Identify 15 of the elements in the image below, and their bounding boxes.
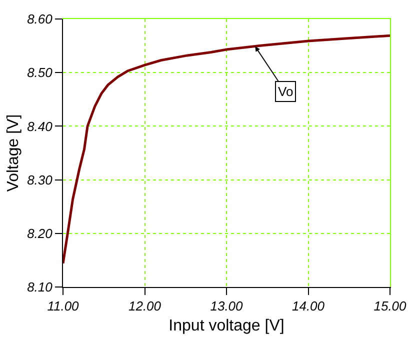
x-axis-title: Input voltage [V]: [168, 317, 284, 334]
x-tick-label: 12.00: [128, 298, 162, 314]
y-tick-label: 8.60: [27, 12, 54, 27]
y-tick-label: 8.40: [27, 118, 54, 134]
y-tick-label: 8.50: [27, 65, 54, 80]
y-tick-label: 8.30: [27, 172, 54, 188]
x-tick-label: 15.00: [374, 298, 408, 314]
line-series: [63, 34, 390, 265]
x-tick-label: 13.00: [210, 298, 244, 314]
x-tick-label: 11.00: [47, 298, 80, 314]
x-tick-label: 14.00: [292, 298, 326, 314]
annotation: Vo: [278, 84, 294, 99]
y-axis-title: Voltage [V]: [4, 114, 22, 192]
y-tick-label: 8.20: [27, 226, 54, 241]
y-tick-label: 8.10: [27, 280, 54, 295]
